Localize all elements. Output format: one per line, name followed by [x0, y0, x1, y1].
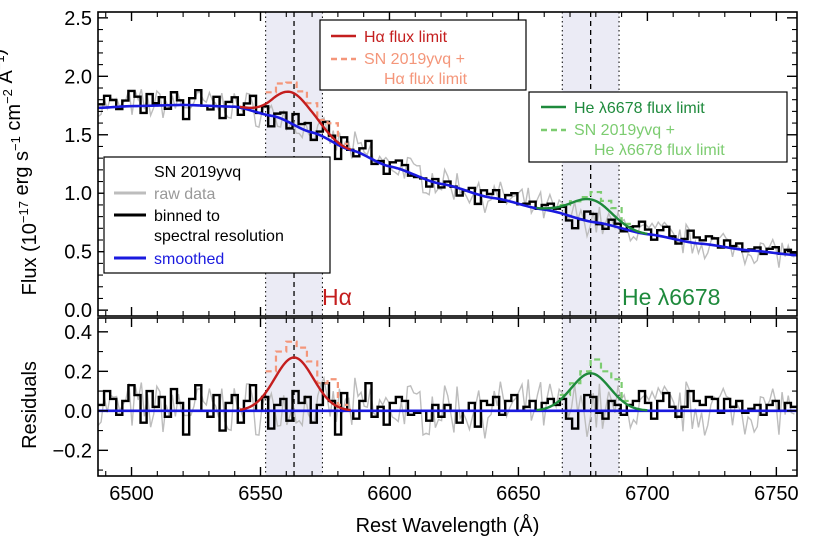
y-tick-label: 0.2 — [64, 361, 92, 383]
y-tick-label: 1.5 — [64, 125, 92, 147]
x-tick-label: 6500 — [109, 483, 154, 505]
y-axis-title-exponent: −2 — [0, 89, 15, 104]
legend-binned-label: binned to — [154, 208, 220, 225]
flux-limit-residual-line — [536, 372, 648, 412]
y-tick-label: 0.5 — [64, 242, 92, 264]
combined-step-line — [559, 190, 632, 226]
y-axis-title: Flux (10−17 erg s−1 cm−2 Å−1) — [0, 49, 41, 296]
y-tick-label: 0.0 — [64, 300, 92, 322]
legend-smoothed-label: smoothed — [154, 251, 224, 268]
halpha-line-label: Hα — [322, 284, 352, 310]
binned-data-line — [98, 88, 797, 256]
x-tick-label: 6550 — [238, 483, 283, 505]
y-axis-title-part: ) — [0, 49, 9, 56]
smoothed-line — [97, 103, 798, 257]
text-layer: 6500 6550 6600 6650 6700 6750 0.0 0.5 1.0 1.5 2.0 2… — [0, 8, 799, 537]
x-tick-label: 6650 — [496, 483, 541, 505]
combined-residual-step-line — [265, 340, 349, 406]
legend-he-combined-label-2: He λ6678 flux limit — [594, 142, 725, 159]
he-line-label: He λ6678 — [622, 284, 720, 310]
legend-binned-label-2: spectral resolution — [154, 228, 284, 245]
y-axis-title-part: Å — [0, 70, 17, 90]
combined-residual-step-line — [559, 358, 632, 403]
y-axis-title-exponent: −17 — [16, 201, 31, 223]
y-tick-label: −0.2 — [53, 440, 92, 462]
legend-halpha-label: Hα flux limit — [364, 29, 448, 46]
frame-layer — [97, 11, 798, 477]
x-axis-title: Rest Wavelength (Å) — [356, 514, 540, 537]
y-tick-label: 2.0 — [64, 66, 92, 88]
flux-limit-model-line — [239, 90, 352, 151]
legend-halpha-combined-label: SN 2019yvq + — [364, 51, 465, 68]
legend-halpha-combined-label-2: Hα flux limit — [384, 71, 468, 88]
y-axis-title-part: cm — [3, 104, 25, 136]
y-axis-title-exponent: −1 — [8, 136, 23, 151]
flux-panel-frame — [97, 11, 798, 317]
y-tick-label: 1.0 — [64, 183, 92, 205]
binned-residual-line — [98, 381, 797, 436]
y-tick-label: 0.4 — [64, 322, 92, 344]
legend-he-combined-label: SN 2019yvq + — [574, 122, 675, 139]
line-region-layer — [265, 12, 620, 476]
y-axis-title-exponent: −1 — [0, 55, 7, 70]
y-axis-title-part: Flux (10 — [19, 223, 41, 295]
line-region-band — [265, 318, 323, 476]
combined-step-line — [265, 81, 349, 145]
legend-main-title: SN 2019yvq — [154, 164, 241, 181]
legend-raw-label: raw data — [154, 186, 215, 203]
legend-he-label: He λ6678 flux limit — [574, 100, 705, 117]
residuals-axis-title: Residuals — [19, 361, 41, 449]
y-tick-label: 0.0 — [64, 401, 92, 423]
flux-limit-model-line — [536, 197, 648, 236]
x-tick-label: 6750 — [754, 483, 799, 505]
y-tick-label: 2.5 — [64, 8, 92, 30]
data-layer — [97, 81, 798, 439]
legend-halpha-box — [319, 19, 527, 91]
x-tick-label: 6700 — [625, 483, 670, 505]
legend-he-box — [528, 91, 788, 163]
x-tick-label: 6600 — [367, 483, 412, 505]
y-axis-title-part: erg s — [11, 151, 33, 201]
residual-panel-frame — [97, 317, 798, 477]
flux-limit-residual-line — [239, 356, 351, 412]
